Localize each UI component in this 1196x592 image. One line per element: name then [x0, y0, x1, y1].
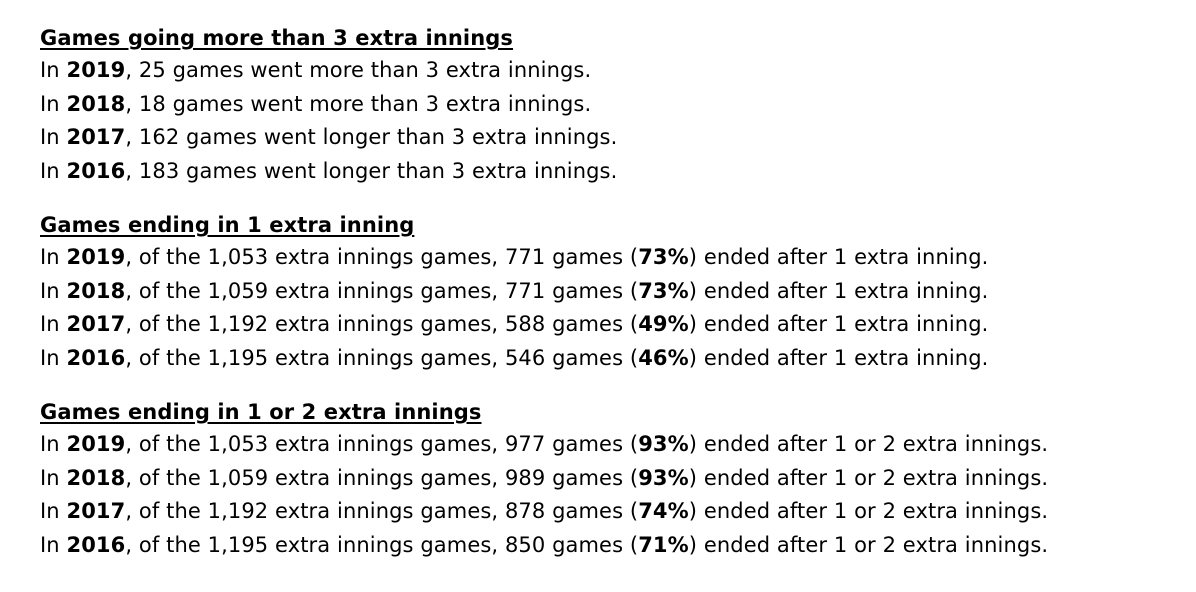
year-label: 2016	[66, 158, 126, 183]
line-text: , of the 1,059 extra innings games, 771 …	[125, 278, 639, 303]
line-prefix: In	[40, 58, 67, 82]
line-text: , 183 games went longer than 3 extra inn…	[125, 158, 618, 183]
stat-line: In 2016, of the 1,195 extra innings game…	[40, 529, 1190, 563]
stat-line: In 2017, of the 1,192 extra innings game…	[40, 308, 1190, 342]
percent-label: 49%	[638, 312, 689, 336]
section-more-than-3-extra-innings: Games going more than 3 extra innings In…	[40, 22, 1190, 188]
stat-line: In 2017, of the 1,192 extra innings game…	[40, 495, 1190, 529]
line-suffix: ) ended after 1 or 2 extra innings.	[688, 532, 1049, 557]
line-prefix: In	[40, 91, 67, 116]
stat-line: In 2019, of the 1,053 extra innings game…	[40, 428, 1190, 462]
year-label: 2016	[66, 532, 126, 557]
line-prefix: In	[40, 158, 67, 183]
line-text: , 25 games went more than 3 extra inning…	[125, 58, 592, 82]
line-suffix: ) ended after 1 or 2 extra innings.	[688, 465, 1049, 490]
percent-label: 93%	[638, 465, 689, 490]
line-prefix: In	[40, 432, 67, 456]
line-text: , of the 1,192 extra innings games, 588 …	[125, 312, 639, 336]
line-text: , 18 games went more than 3 extra inning…	[125, 91, 592, 116]
line-prefix: In	[40, 532, 67, 557]
stats-document: Games going more than 3 extra innings In…	[40, 22, 1190, 583]
stat-line: In 2018, of the 1,059 extra innings game…	[40, 462, 1190, 496]
line-suffix: ) ended after 1 or 2 extra innings.	[688, 499, 1049, 523]
year-label: 2017	[66, 499, 126, 523]
percent-label: 93%	[638, 432, 689, 456]
year-label: 2018	[66, 91, 126, 116]
line-suffix: ) ended after 1 or 2 extra innings.	[688, 432, 1049, 456]
line-text: , of the 1,195 extra innings games, 546 …	[125, 345, 639, 370]
line-prefix: In	[40, 499, 67, 523]
percent-label: 46%	[638, 345, 689, 370]
line-prefix: In	[40, 345, 67, 370]
line-prefix: In	[40, 245, 67, 269]
line-prefix: In	[40, 465, 67, 490]
line-text: , of the 1,195 extra innings games, 850 …	[125, 532, 639, 557]
section-ending-in-1-extra-inning: Games ending in 1 extra inning In 2019, …	[40, 209, 1190, 375]
percent-label: 73%	[638, 278, 689, 303]
line-text: , of the 1,059 extra innings games, 989 …	[125, 465, 639, 490]
line-text: , of the 1,053 extra innings games, 977 …	[125, 432, 639, 456]
line-prefix: In	[40, 312, 67, 336]
line-prefix: In	[40, 125, 67, 149]
year-label: 2018	[66, 278, 126, 303]
year-label: 2019	[66, 58, 126, 82]
year-label: 2016	[66, 345, 126, 370]
percent-label: 71%	[638, 532, 689, 557]
section-heading: Games going more than 3 extra innings	[40, 26, 514, 50]
section-heading: Games ending in 1 or 2 extra innings	[40, 400, 482, 424]
line-suffix: ) ended after 1 extra inning.	[688, 245, 989, 269]
stat-line: In 2019, of the 1,053 extra innings game…	[40, 241, 1190, 275]
section-heading: Games ending in 1 extra inning	[40, 213, 415, 237]
line-suffix: ) ended after 1 extra inning.	[688, 345, 989, 370]
year-label: 2017	[66, 125, 126, 149]
line-prefix: In	[40, 278, 67, 303]
year-label: 2018	[66, 465, 126, 490]
stat-line: In 2016, of the 1,195 extra innings game…	[40, 342, 1190, 376]
year-label: 2017	[66, 312, 126, 336]
year-label: 2019	[66, 432, 126, 456]
line-text: , of the 1,192 extra innings games, 878 …	[125, 499, 639, 523]
section-ending-in-1-or-2-extra-innings: Games ending in 1 or 2 extra innings In …	[40, 396, 1190, 562]
year-label: 2019	[66, 245, 126, 269]
stat-line: In 2018, 18 games went more than 3 extra…	[40, 88, 1190, 122]
line-text: , of the 1,053 extra innings games, 771 …	[125, 245, 639, 269]
line-text: , 162 games went longer than 3 extra inn…	[125, 125, 618, 149]
stat-line: In 2017, 162 games went longer than 3 ex…	[40, 121, 1190, 155]
stat-line: In 2018, of the 1,059 extra innings game…	[40, 275, 1190, 309]
stat-line: In 2016, 183 games went longer than 3 ex…	[40, 155, 1190, 189]
line-suffix: ) ended after 1 extra inning.	[688, 278, 989, 303]
percent-label: 74%	[638, 499, 689, 523]
percent-label: 73%	[638, 245, 689, 269]
stat-line: In 2019, 25 games went more than 3 extra…	[40, 54, 1190, 88]
line-suffix: ) ended after 1 extra inning.	[688, 312, 989, 336]
